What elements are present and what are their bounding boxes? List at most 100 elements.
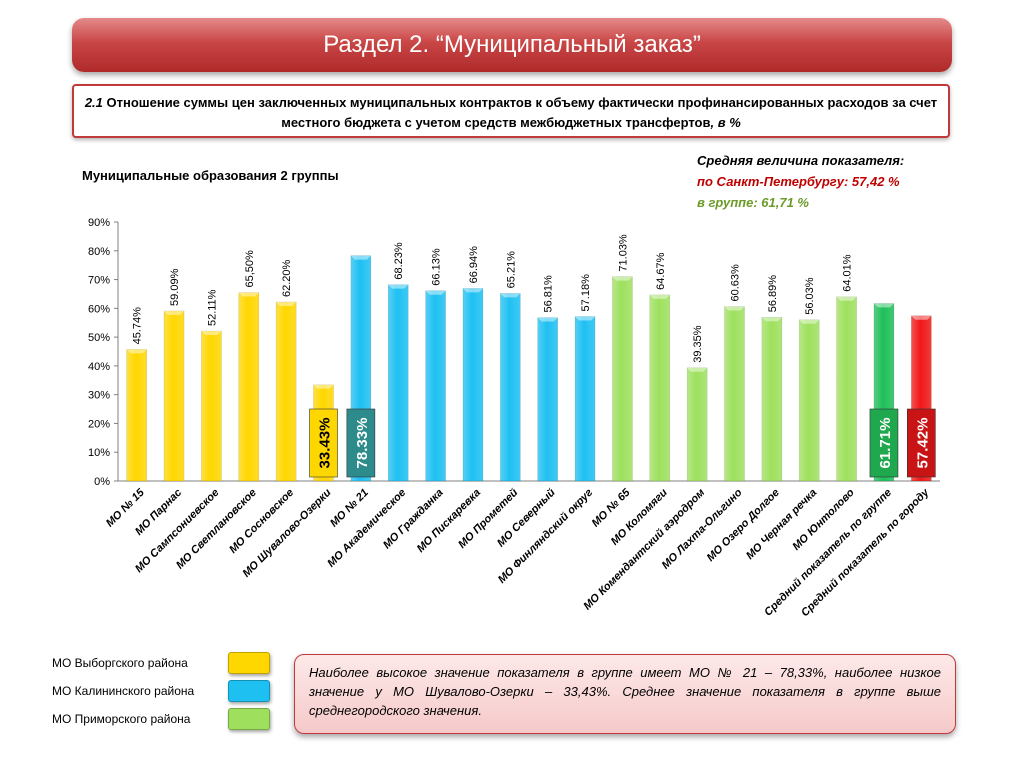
bar-value-label: 62.20% [281, 259, 293, 297]
bar-bevel [911, 315, 932, 320]
highlight-label-box [907, 408, 936, 478]
group-label: Муниципальные образования 2 группы [82, 168, 339, 183]
bar [798, 319, 820, 482]
x-tick-label: МО Пискаревка [415, 487, 483, 555]
bar [275, 301, 297, 482]
bar [686, 367, 708, 482]
y-tick-label: 60% [88, 303, 110, 315]
bar-bevel [313, 384, 334, 389]
subtitle-unit: , в % [710, 115, 741, 130]
x-tick-label: МО Черная речка [744, 487, 819, 562]
y-tick-label: 0% [94, 476, 110, 488]
bar [761, 316, 783, 482]
bar-bevel [388, 284, 409, 289]
highlight-label-box [346, 408, 376, 478]
legend-swatch-primorsky [228, 708, 270, 730]
x-tick-label: МО Озеро Долгое [705, 487, 782, 564]
legend-item-vyborg: МО Выборгского района [52, 652, 282, 676]
bar-bevel [687, 367, 708, 372]
bar [574, 316, 596, 482]
bar [500, 293, 521, 482]
bar-bevel [126, 349, 147, 354]
chart-subtitle-box: 2.1 Отношение суммы цен заключенных муни… [72, 84, 950, 138]
header-banner: Раздел 2. “Муниципальный заказ” [72, 18, 952, 72]
bar-bevel [761, 317, 782, 322]
bar [836, 296, 857, 482]
y-tick-label: 10% [88, 447, 110, 459]
bar [238, 292, 260, 482]
bar-chart: 0%10%20%30%40%50%60%70%80%90%45.74%МО № … [88, 217, 940, 619]
legend-label: МО Выборгского района [52, 656, 188, 670]
bar-value-label: 56.03% [804, 277, 816, 315]
bar-value-label: 39.35% [692, 325, 704, 363]
bar-bevel [238, 292, 259, 297]
bar [425, 290, 446, 482]
bar-value-label: 56.81% [543, 275, 555, 313]
legend-item-primorsky: МО Приморского района [52, 708, 282, 732]
bar-value-label: 33.43% [317, 418, 334, 469]
bar-value-label: 52.11% [206, 289, 218, 326]
bar-bevel [575, 316, 596, 321]
bar-value-label: 45.74% [132, 307, 144, 345]
bar-bevel [425, 290, 446, 295]
bar [649, 294, 671, 482]
bar-value-label: 64.01% [842, 254, 854, 292]
bar-value-label: 65,50% [244, 250, 256, 288]
y-tick-label: 90% [88, 217, 110, 229]
bar-bevel [649, 294, 670, 299]
bar-value-label: 56.89% [767, 275, 779, 313]
bar [612, 276, 633, 482]
legend-label: МО Приморского района [52, 712, 191, 726]
bar-bevel [164, 310, 185, 315]
y-tick-label: 50% [88, 332, 110, 344]
bar-value-label: 65.21% [505, 251, 517, 289]
averages-group: в группе: 61,71 % [697, 195, 809, 210]
bar-bevel [350, 255, 371, 260]
bar [201, 330, 222, 482]
averages-title: Средняя величина показателя: [697, 153, 905, 168]
page-title: Раздел 2. “Муниципальный заказ” [323, 31, 701, 58]
y-tick-label: 40% [88, 361, 110, 373]
bar-bevel [537, 317, 558, 322]
bar-bevel [873, 303, 894, 308]
bar [126, 349, 147, 482]
bar-bevel [799, 319, 820, 324]
legend-label: МО Калининского района [52, 684, 195, 698]
bar-value-label: 64.67% [655, 252, 667, 290]
bar-bevel [276, 302, 297, 307]
bar-bevel [836, 296, 857, 301]
bar-value-label: 57.18% [580, 274, 592, 312]
y-tick-label: 30% [88, 390, 110, 402]
bar-value-label: 66.94% [468, 246, 480, 284]
bar-value-label: 66.13% [431, 248, 443, 286]
averages-box: Средняя величина показателя: по Санкт-Пе… [697, 150, 904, 213]
bar-bevel [500, 293, 521, 298]
x-tick-label: МО Сосновское [227, 487, 296, 556]
bar-value-label: 68.23% [393, 242, 405, 280]
summary-text: Наиболее высокое значение показателя в г… [309, 665, 941, 718]
bar-bevel [724, 306, 745, 311]
summary-box: Наиболее высокое значение показателя в г… [294, 654, 956, 734]
y-tick-label: 20% [88, 418, 110, 430]
bar-bevel [201, 331, 222, 336]
bar-value-label: 61.71% [877, 418, 894, 469]
averages-spb: по Санкт-Петербургу: 57,42 % [697, 174, 900, 189]
bar [724, 306, 745, 482]
bar [462, 288, 484, 482]
subtitle-number: 2.1 [84, 95, 103, 110]
subtitle-text: Отношение суммы цен заключенных муниципа… [102, 95, 938, 130]
bar [387, 284, 409, 482]
legend-item-kalinin: МО Калининского района [52, 680, 282, 704]
bar [163, 310, 185, 482]
highlight-label-box [869, 408, 899, 478]
bar-bevel [462, 288, 483, 293]
legend-swatch-kalinin [228, 680, 270, 702]
bar-value-label: 57.42% [914, 418, 931, 469]
bar [537, 317, 558, 482]
y-tick-label: 80% [88, 246, 110, 258]
legend-swatch-vyborg [228, 652, 270, 674]
bar-bevel [612, 276, 633, 281]
highlight-label-box [309, 408, 338, 478]
y-tick-label: 70% [88, 275, 110, 287]
bar-value-label: 71.03% [617, 234, 629, 272]
